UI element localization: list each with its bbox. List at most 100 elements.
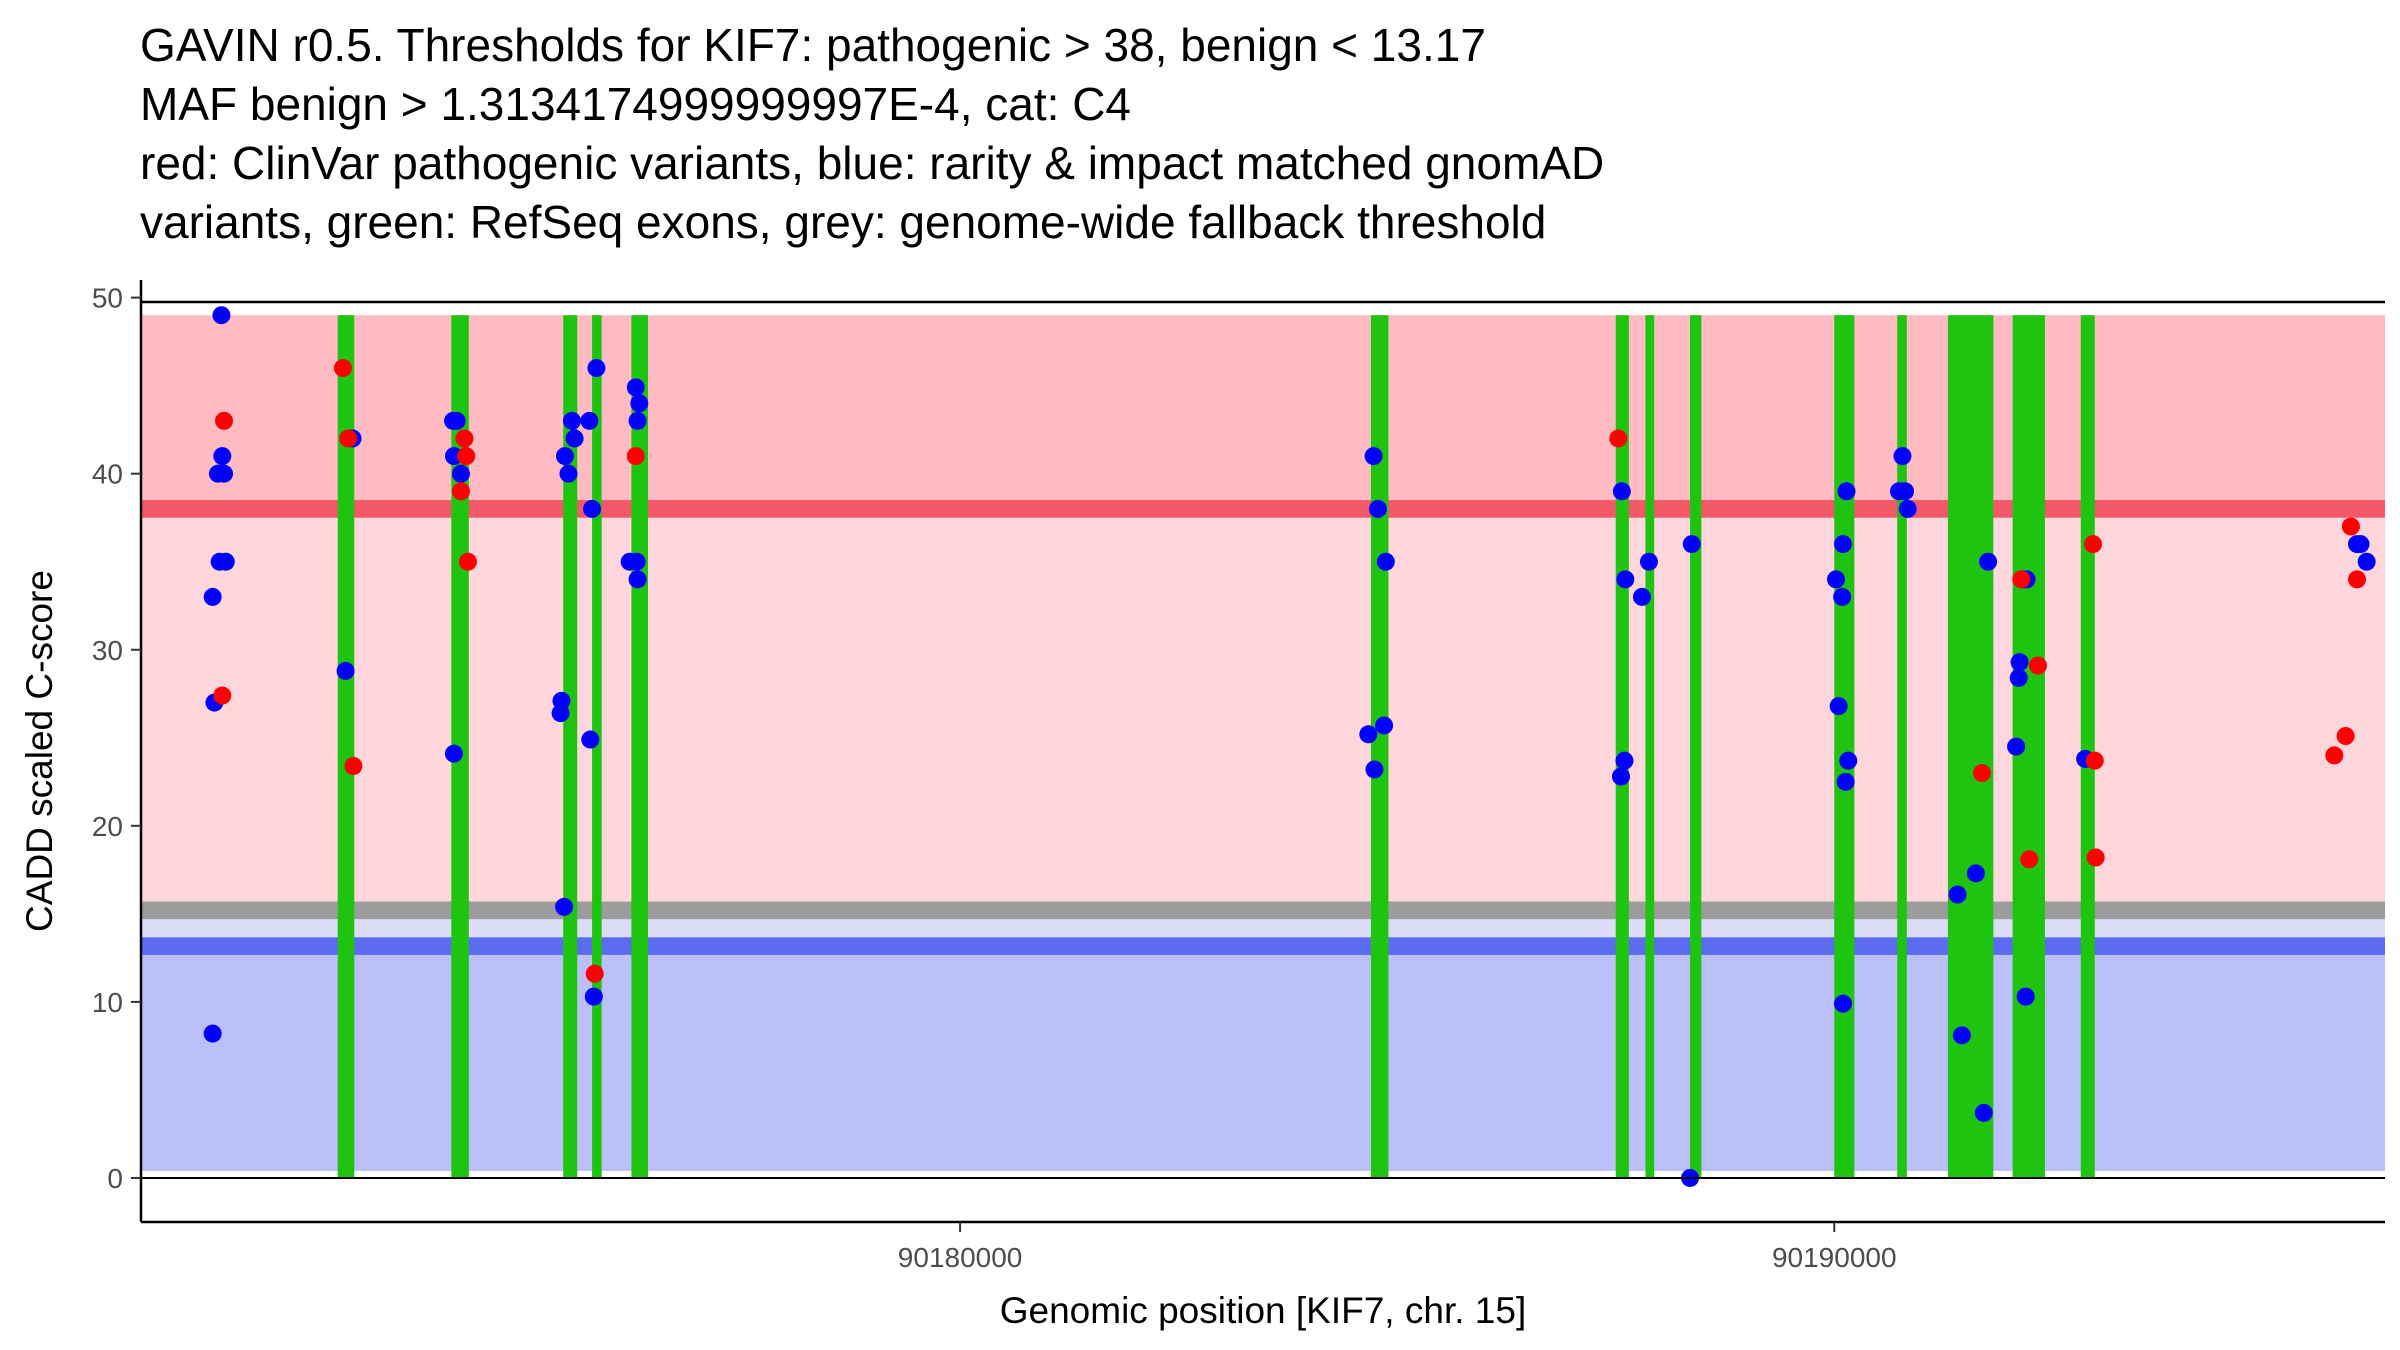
gnomad-point: [1827, 570, 1846, 589]
exon-bar-1: [337, 315, 355, 1178]
exon-bar-4: [592, 315, 602, 1178]
gnomad-point: [1632, 587, 1651, 606]
y-tick-label: 40: [92, 459, 123, 490]
title-line-2: MAF benign > 1.3134174999999997E-4, cat:…: [140, 78, 1131, 130]
clinvar-point: [457, 447, 476, 466]
gnomad-point: [216, 552, 235, 571]
gnomad-point: [1639, 552, 1658, 571]
clinvar-point: [1973, 764, 1992, 783]
gnomad-point: [1616, 570, 1635, 589]
gnomad-point: [1829, 697, 1848, 716]
gnomad-point: [1375, 716, 1394, 735]
gnomad-point: [628, 570, 647, 589]
threshold-line-benign: [141, 937, 2385, 955]
gnomad-point: [1837, 482, 1856, 501]
gnomad-point: [628, 411, 647, 430]
gnomad-point: [1365, 760, 1384, 779]
clinvar-point: [2325, 746, 2344, 765]
gnomad-point: [213, 447, 232, 466]
gnomad-point: [1952, 1026, 1971, 1045]
axes: [131, 280, 2385, 1232]
gnomad-point: [2007, 737, 2026, 756]
clinvar-point: [626, 447, 645, 466]
gnomad-point: [584, 987, 603, 1006]
gnomad-point: [1612, 482, 1631, 501]
chart-title: GAVIN r0.5. Thresholds for KIF7: pathoge…: [140, 16, 1604, 252]
band-benign: [141, 946, 2385, 1171]
gnomad-point: [562, 411, 581, 430]
gnomad-point: [1833, 587, 1852, 606]
clinvar-point: [213, 686, 232, 705]
y-tick-label: 50: [92, 283, 123, 314]
clinvar-point: [2020, 850, 2039, 869]
exon-bar-9: [1690, 315, 1702, 1178]
clinvar-point: [1609, 429, 1628, 448]
clinvar-point: [2336, 727, 2355, 746]
exon-bar-8: [1645, 315, 1655, 1178]
x-axis-title: Genomic position [KIF7, chr. 15]: [1000, 1290, 1526, 1331]
threshold-bands: [141, 315, 2385, 1171]
band-middle: [141, 508, 2385, 918]
exon-bar-11: [1897, 315, 1907, 1178]
title-line-4: variants, green: RefSeq exons, grey: gen…: [140, 196, 1547, 248]
band-pathogenic: [141, 315, 2385, 509]
gnomad-point: [555, 447, 574, 466]
gnomad-point: [2016, 987, 2035, 1006]
exon-bars: [337, 315, 2095, 1178]
gnomad-point: [559, 464, 578, 483]
gnomad-point: [1834, 994, 1853, 1013]
clinvar-point: [451, 482, 470, 501]
clinvar-point: [2086, 848, 2105, 867]
gnomad-point: [1893, 447, 1912, 466]
clinvar-point: [2341, 517, 2360, 536]
title-line-1: GAVIN r0.5. Thresholds for KIF7: pathoge…: [140, 19, 1486, 71]
exon-bar-2: [451, 315, 469, 1178]
y-axis-title: CADD scaled C-score: [19, 570, 60, 932]
exon-bar-12: [1947, 315, 1994, 1178]
gnomad-point: [447, 411, 466, 430]
gnomad-point: [1979, 552, 1998, 571]
gnomad-point: [1966, 864, 1985, 883]
y-tick-label: 20: [92, 811, 123, 842]
axis-labels: 0 10 20 30 40 50 90180000 90190000 Genomic posit…: [19, 283, 1897, 1331]
clinvar-point: [215, 411, 234, 430]
gnomad-point: [215, 464, 234, 483]
exon-bar-3: [563, 315, 578, 1178]
gnomad-point: [1834, 535, 1853, 554]
exon-bar-14: [2080, 315, 2095, 1178]
gnomad-point: [1359, 725, 1378, 744]
gnomad-point: [2351, 535, 2370, 554]
gnomad-point: [1974, 1103, 1993, 1122]
x-tick-label: 90190000: [1772, 1242, 1897, 1273]
gnomad-point: [212, 306, 231, 325]
gnomad-point: [203, 1024, 222, 1043]
gnomad-point: [551, 704, 570, 723]
y-tick-label: 10: [92, 987, 123, 1018]
gnomad-point: [444, 744, 463, 763]
gnomad-point: [630, 394, 649, 413]
exon-bar-6: [1370, 315, 1389, 1178]
gnomad-point: [587, 359, 606, 378]
exon-bar-7: [1615, 315, 1629, 1178]
clinvar-point: [2085, 751, 2104, 770]
gnomad-point: [2010, 653, 2029, 672]
gnomad-point: [583, 499, 602, 518]
gnomad-point: [1615, 751, 1634, 770]
gnomad-point: [1839, 751, 1858, 770]
threshold-line-pathogenic: [141, 500, 2385, 518]
gnomad-point: [1682, 535, 1701, 554]
gnomad-point: [1898, 499, 1917, 518]
title-line-3: red: ClinVar pathogenic variants, blue: …: [140, 137, 1605, 189]
gnomad-point: [626, 378, 645, 397]
gnomad-point: [336, 661, 355, 680]
gnomad-point: [2357, 552, 2376, 571]
clinvar-point: [2084, 535, 2103, 554]
gnomad-point: [451, 464, 470, 483]
threshold-line-fallback: [141, 901, 2385, 920]
threshold-lines: [141, 500, 2385, 955]
gnomad-point: [580, 411, 599, 430]
clinvar-point: [339, 429, 358, 448]
exon-bar-10: [1834, 315, 1855, 1178]
clinvar-point: [458, 552, 477, 571]
